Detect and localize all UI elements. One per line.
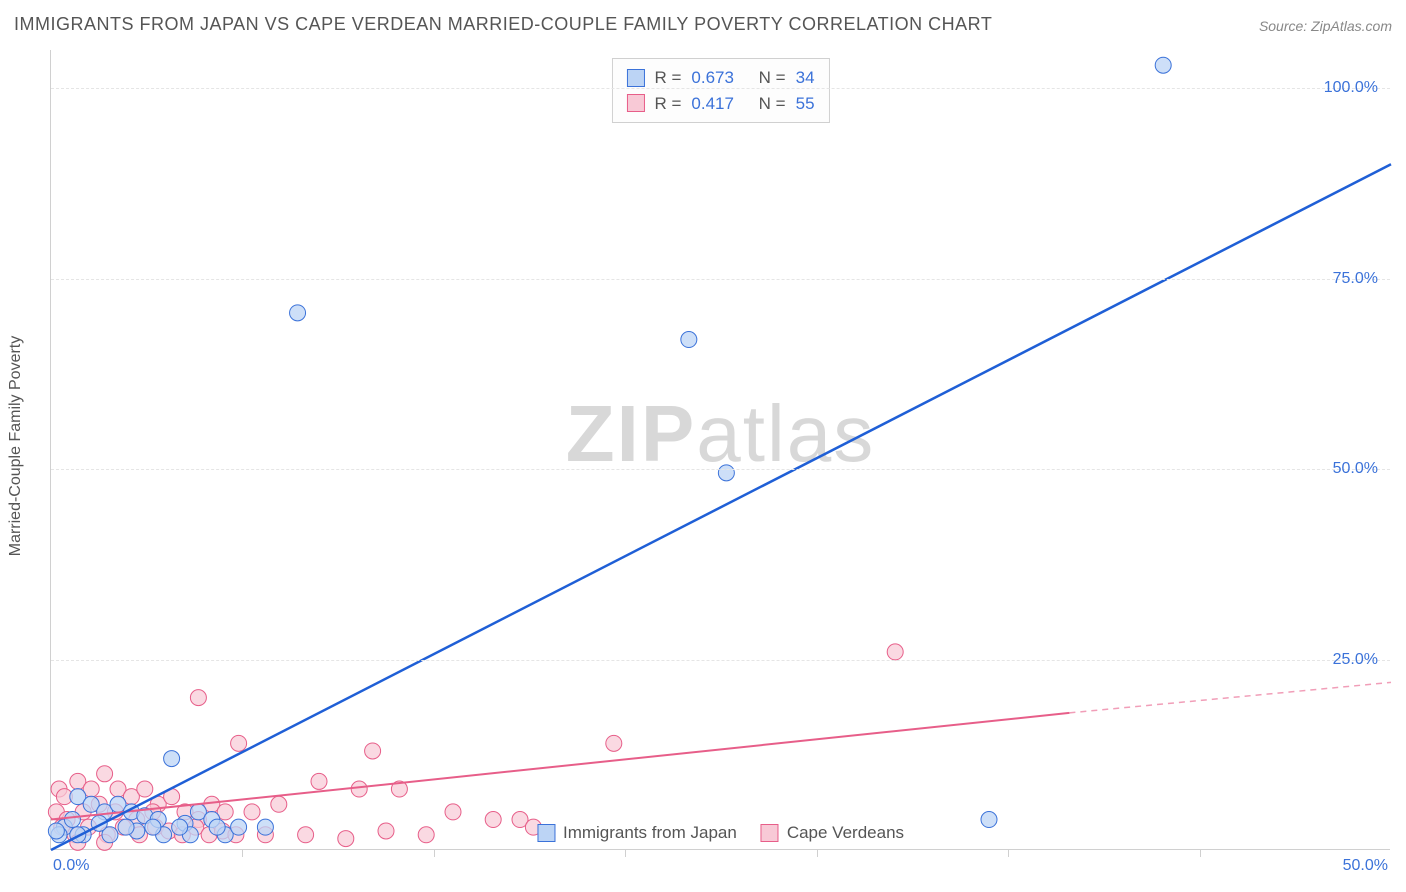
data-point xyxy=(244,804,260,820)
source-attribution: Source: ZipAtlas.com xyxy=(1259,18,1392,34)
data-point xyxy=(164,751,180,767)
data-point xyxy=(606,735,622,751)
data-point xyxy=(378,823,394,839)
source-label: Source: xyxy=(1259,18,1307,34)
gridline xyxy=(51,279,1390,280)
data-point xyxy=(190,690,206,706)
swatch-pink-icon xyxy=(761,824,779,842)
gridline xyxy=(51,660,1390,661)
x-tick-label: 0.0% xyxy=(53,857,89,875)
data-point xyxy=(118,819,134,835)
scatter-svg xyxy=(51,50,1390,849)
legend-label: Immigrants from Japan xyxy=(563,823,737,843)
data-point xyxy=(172,819,188,835)
plot-area: ZIPatlas R = 0.673 N = 34 R = 0.417 N = … xyxy=(50,50,1390,850)
data-point xyxy=(351,781,367,797)
data-point xyxy=(290,305,306,321)
data-point xyxy=(231,735,247,751)
y-tick-label: 75.0% xyxy=(1333,270,1378,288)
y-tick-label: 25.0% xyxy=(1333,651,1378,669)
gridline xyxy=(51,469,1390,470)
data-point xyxy=(445,804,461,820)
data-point xyxy=(271,796,287,812)
legend-series: Immigrants from Japan Cape Verdeans xyxy=(537,823,904,843)
data-point xyxy=(887,644,903,660)
data-point xyxy=(718,465,734,481)
x-tick xyxy=(625,849,626,857)
data-point xyxy=(48,823,64,839)
data-point xyxy=(981,812,997,828)
data-point xyxy=(338,831,354,847)
swatch-blue-icon xyxy=(537,824,555,842)
data-point xyxy=(231,819,247,835)
data-point xyxy=(97,766,113,782)
legend-item: Cape Verdeans xyxy=(761,823,904,843)
x-tick xyxy=(1200,849,1201,857)
x-tick xyxy=(817,849,818,857)
trend-line-pink xyxy=(51,713,1069,820)
data-point xyxy=(298,827,314,843)
gridline xyxy=(51,88,1390,89)
trend-line-pink-dashed xyxy=(1069,682,1391,712)
data-point xyxy=(681,332,697,348)
data-point xyxy=(145,819,161,835)
trend-line-blue xyxy=(51,164,1391,850)
data-point xyxy=(257,819,273,835)
x-tick-label: 50.0% xyxy=(1343,857,1388,875)
data-point xyxy=(1155,57,1171,73)
chart-title: IMMIGRANTS FROM JAPAN VS CAPE VERDEAN MA… xyxy=(14,14,992,35)
x-tick xyxy=(1008,849,1009,857)
data-point xyxy=(365,743,381,759)
legend-label: Cape Verdeans xyxy=(787,823,904,843)
legend-item: Immigrants from Japan xyxy=(537,823,737,843)
data-point xyxy=(311,773,327,789)
y-axis-label: Married-Couple Family Poverty xyxy=(7,336,25,557)
data-point xyxy=(209,819,225,835)
data-point xyxy=(64,812,80,828)
x-tick xyxy=(434,849,435,857)
source-value: ZipAtlas.com xyxy=(1311,18,1392,34)
x-tick xyxy=(242,849,243,857)
y-tick-label: 50.0% xyxy=(1333,460,1378,478)
data-point xyxy=(485,812,501,828)
y-tick-label: 100.0% xyxy=(1324,79,1378,97)
data-point xyxy=(137,781,153,797)
correlation-chart: IMMIGRANTS FROM JAPAN VS CAPE VERDEAN MA… xyxy=(0,0,1406,892)
data-point xyxy=(418,827,434,843)
